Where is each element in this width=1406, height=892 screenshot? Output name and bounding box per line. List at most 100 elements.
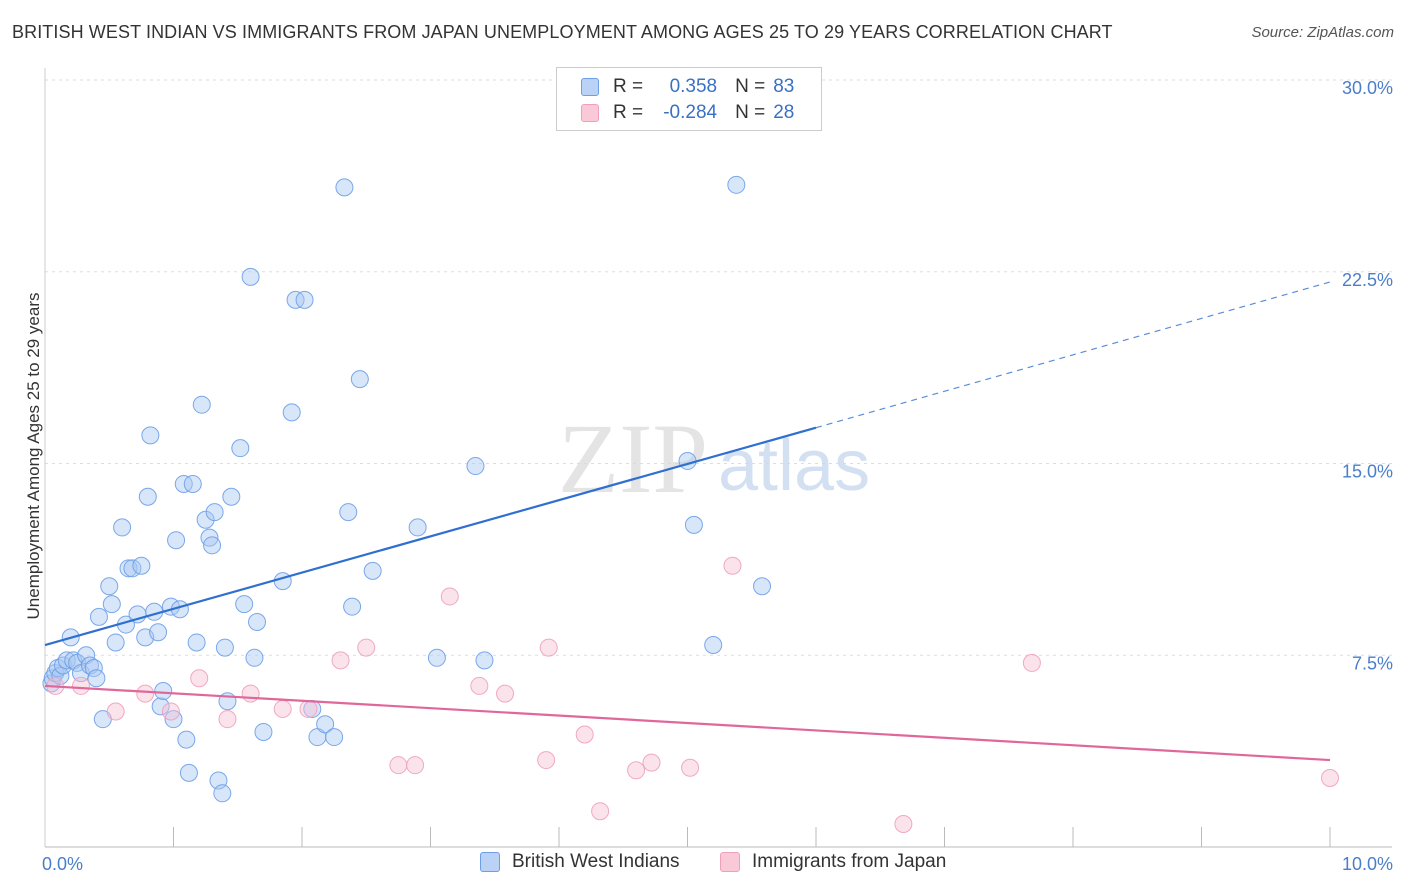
point-immigrants-from-japan xyxy=(642,753,661,772)
watermark: ZIP atlas xyxy=(558,403,870,514)
legend-swatch-pink xyxy=(581,104,599,122)
legend-r-value: -0.284 xyxy=(663,102,718,123)
x-tick-label: 0.0% xyxy=(42,854,83,874)
bottom-legend-immigrants-from-japan: Immigrants from Japan xyxy=(720,851,946,873)
point-immigrants-from-japan xyxy=(389,756,408,775)
y-tick-label: 15.0% xyxy=(1342,462,1393,482)
point-british-west-indians xyxy=(363,561,382,580)
point-british-west-indians xyxy=(51,666,70,685)
watermark-atlas: atlas xyxy=(718,426,870,506)
legend-n-value: 83 xyxy=(773,76,795,97)
point-british-west-indians xyxy=(84,659,103,678)
point-immigrants-from-japan xyxy=(299,699,318,718)
point-british-west-indians xyxy=(339,503,358,522)
point-immigrants-from-japan xyxy=(71,676,90,695)
legend-n-label: N = xyxy=(735,76,766,97)
point-immigrants-from-japan xyxy=(218,710,237,729)
point-immigrants-from-japan xyxy=(406,756,425,775)
point-british-west-indians xyxy=(213,784,232,803)
point-british-west-indians xyxy=(475,651,494,670)
point-british-west-indians xyxy=(179,763,198,782)
point-british-west-indians xyxy=(753,577,772,596)
legend: R = 0.358 N = 83 R = -0.284 N = 28 xyxy=(556,67,822,131)
series-british-west-indians xyxy=(42,175,772,803)
axes xyxy=(44,68,1392,848)
bottom-legend-swatch-pink xyxy=(720,852,740,872)
point-british-west-indians xyxy=(141,426,160,445)
trend-line-blue-dashed xyxy=(815,281,1331,429)
point-immigrants-from-japan xyxy=(357,638,376,657)
point-immigrants-from-japan xyxy=(681,758,700,777)
point-british-west-indians xyxy=(335,178,354,197)
x-tick-label: 10.0% xyxy=(1342,854,1393,874)
point-immigrants-from-japan xyxy=(161,702,180,721)
point-british-west-indians xyxy=(187,633,206,652)
point-british-west-indians xyxy=(427,648,446,667)
point-british-west-indians xyxy=(167,531,186,550)
point-british-west-indians xyxy=(215,638,234,657)
point-british-west-indians xyxy=(222,487,241,506)
point-british-west-indians xyxy=(727,175,746,194)
legend-swatch-blue xyxy=(581,78,599,96)
chart-title: BRITISH WEST INDIAN VS IMMIGRANTS FROM J… xyxy=(12,22,1113,42)
point-british-west-indians xyxy=(350,370,369,389)
point-immigrants-from-japan xyxy=(894,814,913,833)
point-british-west-indians xyxy=(106,633,125,652)
point-british-west-indians xyxy=(102,595,121,614)
point-british-west-indians xyxy=(678,451,697,470)
point-british-west-indians xyxy=(46,664,65,683)
series-immigrants-from-japan xyxy=(46,556,1339,833)
source-label: Source: ZipAtlas.com xyxy=(1251,24,1394,41)
point-immigrants-from-japan xyxy=(470,676,489,695)
point-immigrants-from-japan xyxy=(241,684,260,703)
y-tick-label: 7.5% xyxy=(1352,653,1393,673)
point-immigrants-from-japan xyxy=(136,684,155,703)
point-british-west-indians xyxy=(248,613,267,632)
point-immigrants-from-japan xyxy=(537,751,556,770)
point-immigrants-from-japan xyxy=(1321,768,1339,787)
point-immigrants-from-japan xyxy=(1022,653,1041,672)
point-british-west-indians xyxy=(273,572,292,591)
point-immigrants-from-japan xyxy=(723,556,742,575)
legend-r-label: R = xyxy=(613,102,644,123)
point-british-west-indians xyxy=(254,722,273,741)
point-immigrants-from-japan xyxy=(190,669,209,688)
point-british-west-indians xyxy=(295,290,314,309)
point-immigrants-from-japan xyxy=(496,684,515,703)
y-axis-label: Unemployment Among Ages 25 to 29 years xyxy=(24,293,43,620)
point-british-west-indians xyxy=(87,669,106,688)
point-british-west-indians xyxy=(231,439,250,458)
point-british-west-indians xyxy=(466,457,485,476)
trend-line-blue xyxy=(44,426,817,647)
y-tick-label: 22.5% xyxy=(1342,270,1393,290)
trend-line-pink xyxy=(44,684,1331,762)
point-immigrants-from-japan xyxy=(627,761,646,780)
bottom-legend-swatch-blue xyxy=(480,852,500,872)
point-british-west-indians xyxy=(100,577,119,596)
point-british-west-indians xyxy=(282,403,301,422)
point-british-west-indians xyxy=(132,556,151,575)
legend-row-british-west-indians: R = 0.358 N = 83 xyxy=(581,75,794,99)
bottom-legend-label: Immigrants from Japan xyxy=(752,851,947,872)
gridlines xyxy=(45,79,1392,656)
point-british-west-indians xyxy=(177,730,196,749)
bottom-legend-british-west-indians: British West Indians xyxy=(480,851,680,873)
point-british-west-indians xyxy=(89,607,108,626)
legend-row-immigrants-from-japan: R = -0.284 N = 28 xyxy=(581,101,794,125)
watermark-zip: ZIP xyxy=(558,403,708,514)
point-british-west-indians xyxy=(57,651,76,670)
point-british-west-indians xyxy=(113,518,132,537)
point-british-west-indians xyxy=(704,636,723,655)
point-immigrants-from-japan xyxy=(331,651,350,670)
point-british-west-indians xyxy=(684,515,703,534)
point-immigrants-from-japan xyxy=(575,725,594,744)
point-british-west-indians xyxy=(408,518,427,537)
point-british-west-indians xyxy=(325,728,344,747)
bottom-legend-label: British West Indians xyxy=(512,851,680,872)
point-british-west-indians xyxy=(151,697,170,716)
point-british-west-indians xyxy=(149,623,168,642)
legend-r-label: R = xyxy=(613,76,644,97)
point-british-west-indians xyxy=(138,487,157,506)
point-british-west-indians xyxy=(241,267,260,286)
